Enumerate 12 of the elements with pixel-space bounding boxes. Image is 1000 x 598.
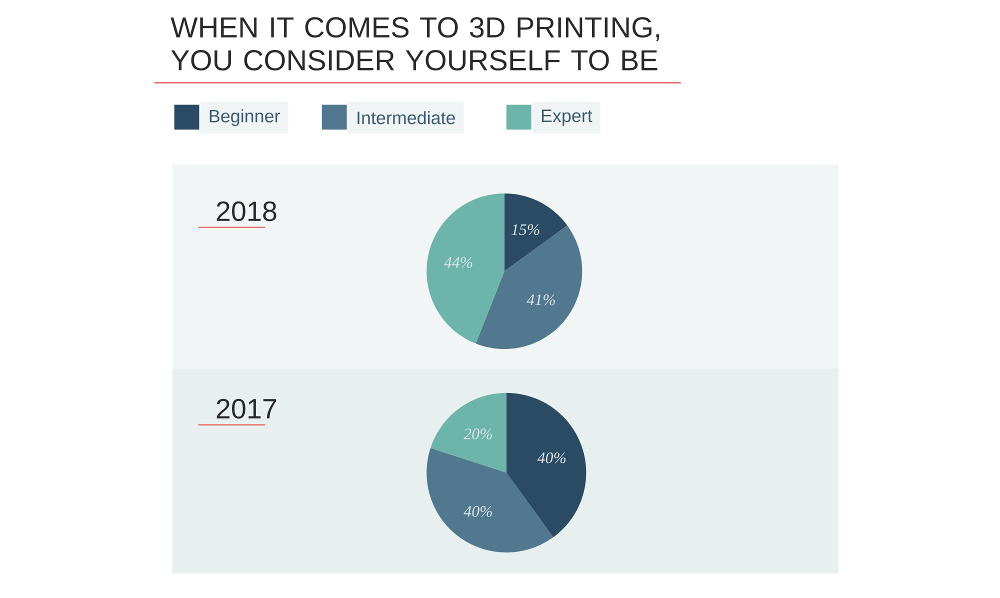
- data-label: 40%: [464, 506, 492, 517]
- legend-label: Intermediate: [358, 110, 455, 124]
- text: 2018: [216, 201, 276, 222]
- legend-label: Beginner: [210, 109, 280, 126]
- chart-title: 2017: [216, 398, 276, 418]
- data-label: 15%: [512, 224, 540, 235]
- data-label: 20%: [464, 428, 492, 440]
- data-label: 40%: [537, 452, 566, 464]
- legend-label: Expert: [542, 109, 592, 126]
- data-label: 41%: [526, 294, 555, 306]
- data-label: 44%: [444, 256, 472, 268]
- chart-title: WHEN IT COMES TO 3D PRINTING, YOU CONSIDER YOURSELF TO BE: [170, 16, 660, 70]
